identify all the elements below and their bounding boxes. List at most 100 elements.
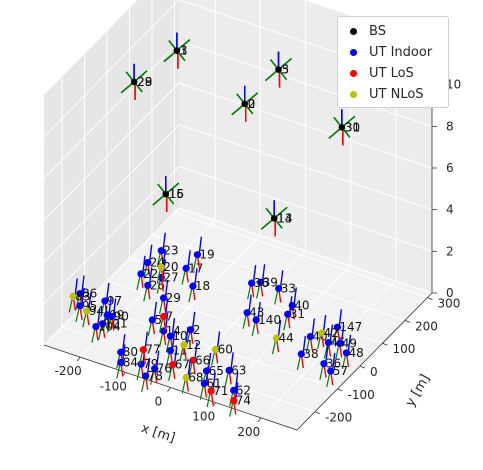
- ut-indoor-point: [284, 310, 292, 318]
- ut-indoor-point-label: 78: [148, 369, 163, 383]
- ut-orientation-z: [194, 342, 198, 359]
- ut-indoor-point: [200, 379, 208, 388]
- ut-orientation-z: [185, 326, 189, 344]
- grid-line-z: [178, 82, 433, 169]
- ut-orientation-y: [188, 362, 193, 377]
- ut-indoor-point: [189, 282, 197, 290]
- ut-orientation-z: [289, 296, 293, 313]
- ut-orientation-y: [229, 402, 234, 417]
- z-tick-label: 0: [446, 286, 454, 300]
- ut-nlos-point-label: 83: [75, 289, 90, 303]
- ut-indoor-point-label: 43: [249, 306, 264, 320]
- ut-orientation-y: [319, 365, 324, 380]
- ut-indoor-point-label: 140: [258, 313, 281, 327]
- ut-los-point: [169, 361, 177, 369]
- ut-orientation-z: [212, 372, 216, 389]
- ut-orientation-y: [91, 328, 96, 343]
- ut-orientation-z: [142, 255, 146, 272]
- legend-item-ut-nlos: UT NLoS: [344, 84, 442, 105]
- ut-indoor-point: [157, 247, 165, 255]
- ut-indoor-point: [252, 316, 260, 324]
- bs-point-label: 28: [137, 75, 152, 89]
- ut-orientation-y: [274, 290, 279, 305]
- z-tick-label: 6: [446, 161, 454, 175]
- x-tick-label: 200: [237, 425, 260, 439]
- ut-nlos-point-label: 20: [163, 260, 178, 274]
- ut-indoor-point: [117, 348, 125, 356]
- ut-indoor-point: [257, 278, 265, 286]
- bs-point-group: 2: [231, 85, 259, 122]
- ut-orientation-z: [230, 352, 234, 369]
- ut-indoor-point-label: 33: [281, 281, 296, 295]
- ut-orientation-z: [248, 294, 252, 311]
- ut-nlos-point-group: 42: [317, 315, 339, 350]
- ut-indoor-point: [306, 332, 314, 341]
- y-tick-label: 100: [393, 342, 416, 356]
- ut-orientation-y: [168, 366, 173, 381]
- bs-point-group: 31: [328, 109, 360, 146]
- ut-nlos-point: [318, 329, 326, 337]
- grid-line-z: [43, 124, 180, 263]
- ut-indoor-point: [193, 251, 202, 259]
- ut-indoor-point: [225, 366, 233, 374]
- ut-orientation-z: [162, 232, 166, 249]
- grid-line-z: [43, 82, 180, 221]
- ut-orientation-z: [252, 265, 257, 282]
- ut-indoor-point-label: 31: [290, 307, 305, 321]
- ut-indoor-point: [108, 312, 116, 321]
- ut-orientation-y: [199, 385, 204, 400]
- bs-point-label: 1: [180, 44, 188, 58]
- y-tick-mark: [359, 365, 366, 369]
- ut-los-point-group: 66: [188, 342, 210, 377]
- y-tick-label: 200: [415, 319, 438, 333]
- legend-item-bs: BS: [344, 21, 442, 42]
- ut-indoor-point-label: 10: [172, 329, 187, 343]
- ut-indoor-point: [137, 270, 145, 278]
- ut-nlos-point-group: 83: [68, 278, 91, 313]
- ut-indoor-point: [324, 339, 333, 347]
- grid-line-y: [84, 303, 338, 390]
- ut-indoor-point: [297, 350, 305, 358]
- ut-orientation-y: [251, 321, 256, 337]
- ut-orientation-y: [210, 351, 216, 366]
- grid-line-x: [260, 280, 397, 419]
- ut-orientation-y: [181, 270, 186, 285]
- ut-indoor-point-label: 104: [98, 320, 121, 334]
- ut-indoor-point-label: 40: [294, 298, 309, 312]
- ut-nlos-point-label: 42: [324, 326, 339, 340]
- ut-indoor-point-label: 65: [209, 364, 224, 378]
- ut-indoor-point-label: 147: [339, 320, 362, 334]
- z-tick-label: 8: [446, 119, 454, 133]
- ut-nlos-point: [83, 307, 91, 315]
- ut-indoor-point-label: 2: [193, 323, 201, 337]
- ut-los-point-group: 77: [138, 331, 161, 366]
- ut-orientation-z: [198, 236, 203, 253]
- ut-orientation-z: [205, 365, 210, 382]
- ut-indoor-point-label: 19: [199, 248, 214, 262]
- ut-indoor-point-group: 140: [251, 301, 281, 337]
- ut-indoor-point-label: 57: [333, 364, 348, 378]
- ut-orientation-z: [216, 331, 221, 348]
- ut-indoor-point: [99, 320, 107, 328]
- ut-nlos-point-group: 20: [156, 249, 179, 284]
- ut-indoor-point-label: 5: [154, 313, 162, 327]
- ut-orientation-y: [156, 279, 161, 294]
- ut-orientation-z: [325, 345, 329, 362]
- z-tick-label: 10: [446, 78, 461, 92]
- ut-orientation-y: [332, 329, 337, 344]
- ut-indoor-point-label: 18: [195, 279, 210, 293]
- x-tick-label: -200: [55, 364, 82, 378]
- ut-nlos-point: [182, 373, 190, 382]
- bs-point-label: 31: [345, 120, 360, 134]
- ut-orientation-z: [153, 301, 158, 319]
- ut-orientation-y: [326, 372, 331, 388]
- ut-los-point-label: 77: [145, 343, 160, 357]
- ut-indoor-point-label: 80: [123, 345, 138, 359]
- ut-indoor-point-label: 38: [303, 347, 318, 361]
- ut-orientation-z: [293, 287, 297, 304]
- ut-indoor-point-group: 18: [188, 268, 210, 303]
- ut-indoor-point-group: 48: [341, 334, 364, 369]
- ut-orientation-z: [171, 332, 176, 349]
- grid-line-x: [124, 234, 261, 373]
- ut-los-point-label: 7: [166, 310, 174, 324]
